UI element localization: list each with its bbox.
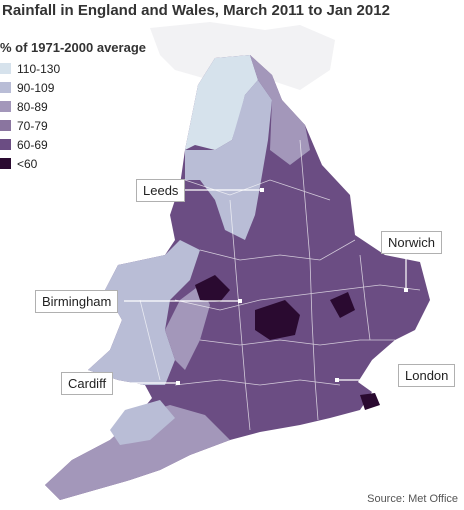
region-cumbria <box>185 55 258 150</box>
legend-label: <60 <box>17 156 38 171</box>
leeds-marker <box>260 188 264 192</box>
city-markers <box>176 188 408 385</box>
legend-label: 70-79 <box>17 118 48 133</box>
region-southwest <box>45 405 230 500</box>
region-birmingham-dry <box>195 275 230 302</box>
city-label-birmingham: Birmingham <box>35 290 119 313</box>
map-title: Rainfall in England and Wales, March 201… <box>2 2 390 19</box>
annotation-lines <box>118 189 407 384</box>
region-midlands-dry <box>255 300 300 340</box>
region-pennines <box>185 80 272 240</box>
county-boundaries <box>139 139 421 431</box>
legend-swatch <box>0 101 11 112</box>
legend-swatch <box>0 63 11 74</box>
legend-item: 60-69 <box>0 135 146 154</box>
region-devon <box>110 400 175 445</box>
legend-swatch <box>0 82 11 93</box>
region-northeast <box>250 55 310 165</box>
legend-swatch <box>0 139 11 150</box>
region-welsh-borders <box>165 285 210 370</box>
legend-item: 80-89 <box>0 97 146 116</box>
legend-item: <60 <box>0 154 146 173</box>
source-credit: Source: Met Office <box>367 493 458 505</box>
legend-item: 90-109 <box>0 78 146 97</box>
city-label-cardiff: Cardiff <box>61 372 114 395</box>
legend: % of 1971-2000 average 110-130 90-109 80… <box>0 40 146 173</box>
region-kent-dry <box>360 393 380 410</box>
birmingham-marker <box>238 299 242 303</box>
london-marker <box>335 378 339 382</box>
legend-item: 110-130 <box>0 59 146 78</box>
legend-swatch <box>0 120 11 131</box>
norwich-marker <box>404 288 408 292</box>
cardiff-marker <box>176 381 180 385</box>
city-label-norwich: Norwich <box>381 231 442 254</box>
city-label-london: London <box>398 364 456 387</box>
legend-label: 60-69 <box>17 137 48 152</box>
legend-title: % of 1971-2000 average <box>0 40 146 55</box>
legend-swatch <box>0 158 11 169</box>
city-label-leeds: Leeds <box>136 179 186 202</box>
legend-item: 70-79 <box>0 116 146 135</box>
legend-label: 110-130 <box>17 61 61 76</box>
england-wales-land <box>45 55 430 500</box>
legend-label: 80-89 <box>17 99 48 114</box>
legend-label: 90-109 <box>17 80 55 95</box>
region-cambs-dry <box>330 292 355 318</box>
region-wales <box>88 240 200 385</box>
